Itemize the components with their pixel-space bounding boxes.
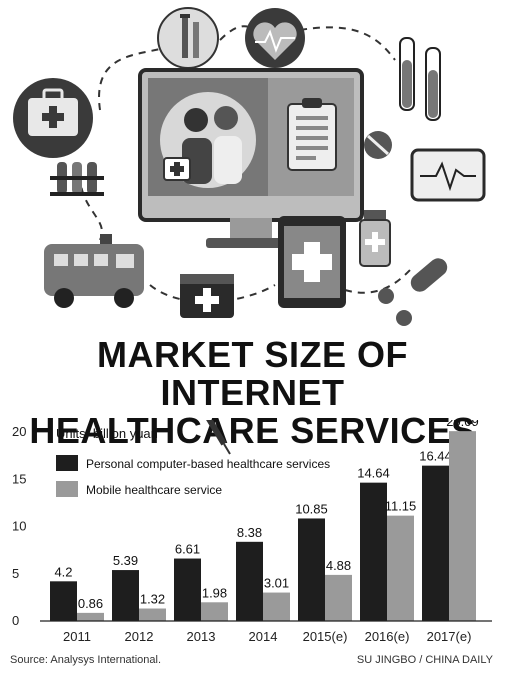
footer: Source: Analysys International. SU JINGB… [0, 650, 505, 670]
y-tick-label: 10 [12, 519, 26, 534]
bar-pc [174, 558, 201, 621]
title-line-2: HEALTHCARE SERVICES [29, 410, 476, 451]
capsule-icon [378, 258, 448, 326]
x-tick-label: 2016(e) [365, 629, 410, 644]
data-label: 8.38 [237, 525, 262, 540]
x-tick-label: 2013 [187, 629, 216, 644]
vials-icon [399, 37, 441, 121]
data-label: 0.86 [78, 596, 103, 611]
y-axis: 0 5 10 15 20 [12, 424, 26, 628]
medical-box-icon [180, 274, 234, 318]
x-tick-label: 2015(e) [303, 629, 348, 644]
data-label: 14.64 [357, 466, 390, 481]
y-tick-label: 15 [12, 471, 26, 486]
bar-mobile [201, 602, 228, 621]
bar-mobile [325, 574, 352, 621]
bar-pc [422, 465, 449, 621]
legend-swatch [56, 455, 78, 471]
data-label: 1.98 [202, 585, 227, 600]
bar-pc [236, 541, 263, 621]
bar-chart: 0 5 10 15 20 Units: billion yuan Personal co… [12, 420, 492, 644]
first-aid-kit-icon [13, 78, 93, 158]
bar-pc [50, 581, 77, 621]
bar-pc [298, 518, 325, 621]
data-label: 20.09 [446, 420, 479, 429]
heart-monitor-icon [245, 8, 305, 68]
source-note: Source: Analysys International. [10, 654, 162, 666]
title-line-1: MARKET SIZE OF INTERNET [97, 334, 408, 413]
bar-mobile [139, 608, 166, 621]
ecg-device-icon [410, 148, 486, 202]
bar-pc [112, 570, 139, 621]
data-label: 5.39 [113, 553, 138, 568]
legend-label: Personal computer-based healthcare servi… [86, 457, 330, 471]
legend-swatch [56, 481, 78, 497]
legend: Personal computer-based healthcare servi… [56, 455, 330, 497]
x-tick-label: 2014 [249, 629, 278, 644]
x-tick-label: 2017(e) [427, 629, 472, 644]
units-label: Units: billion yuan [56, 426, 158, 441]
data-label: 6.61 [175, 542, 200, 557]
chart-title: MARKET SIZE OF INTERNET HEALTHCARE SERVI… [0, 336, 505, 450]
data-label: 4.2 [54, 564, 72, 579]
doctor-nurse-icon [160, 92, 256, 188]
bar-mobile [263, 592, 290, 621]
x-axis: 2011 2012 2013 2014 2015(e) 2016(e) 2017(e) [63, 629, 471, 644]
data-label: 10.85 [295, 501, 328, 516]
data-label: 3.01 [264, 576, 289, 591]
syringe-icon [157, 7, 219, 69]
data-label: 4.88 [326, 558, 351, 573]
pill-icon [364, 131, 392, 159]
tablet-cross-icon [278, 216, 346, 308]
bars: 4.2 0.86 5.39 1.32 6.61 1.98 8.38 3.01 10.85 4.88… [50, 420, 479, 621]
medicine-bottle-icon [359, 210, 391, 267]
ambulance-icon [44, 234, 144, 308]
y-tick-label: 20 [12, 424, 26, 439]
x-tick-label: 2011 [63, 629, 91, 644]
clipboard-icon [287, 98, 337, 171]
data-label: 11.15 [385, 499, 417, 514]
legend-label: Mobile healthcare service [86, 483, 222, 497]
data-label: 16.44 [419, 449, 452, 464]
y-tick-label: 0 [12, 613, 19, 628]
test-tubes-icon [50, 162, 104, 196]
y-tick-label: 5 [12, 566, 19, 581]
credit-line: SU JINGBO / CHINA DAILY [356, 654, 493, 666]
healthcare-illustration [13, 7, 486, 326]
bar-pc [360, 482, 387, 621]
bar-mobile [387, 515, 414, 621]
bar-mobile [449, 431, 476, 621]
syringe-decor-icon [206, 420, 231, 455]
bar-mobile [77, 612, 104, 621]
data-label: 1.32 [140, 592, 165, 607]
x-tick-label: 2012 [125, 629, 154, 644]
